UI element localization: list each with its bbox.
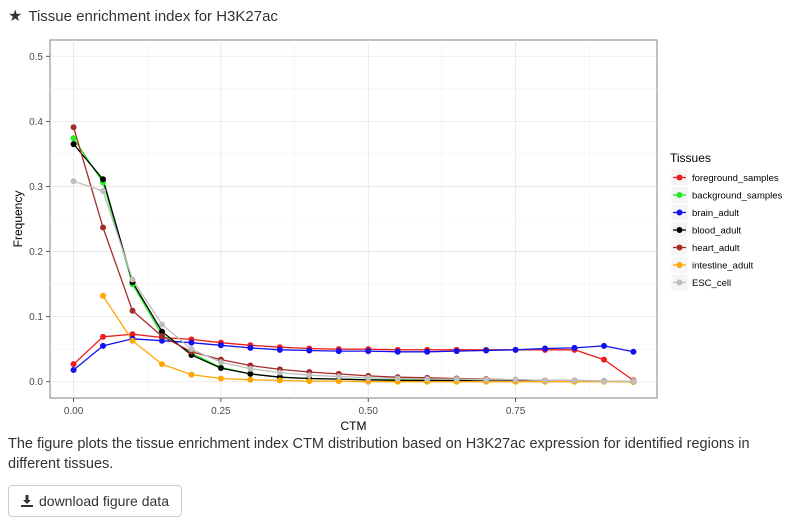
y-tick-label: 0.1 <box>29 312 43 323</box>
data-point-brain_adult <box>424 348 431 355</box>
data-point-ESC_cell <box>335 373 342 380</box>
figure-title: ★ Tissue enrichment index for H3K27ac <box>8 6 278 26</box>
data-point-heart_adult <box>100 224 107 231</box>
y-axis-label: Frequency <box>11 191 25 248</box>
data-point-ESC_cell <box>276 369 283 376</box>
data-point-intestine_adult <box>217 375 224 382</box>
x-tick-label: 0.75 <box>506 406 526 417</box>
data-point-ESC_cell <box>158 321 165 328</box>
data-point-brain_adult <box>600 342 607 349</box>
data-point-foreground_samples <box>70 361 77 368</box>
data-point-foreground_samples <box>600 356 607 363</box>
data-point-brain_adult <box>306 347 313 354</box>
data-point-intestine_adult <box>247 376 254 383</box>
data-point-intestine_adult <box>306 378 313 385</box>
data-point-intestine_adult <box>188 371 195 378</box>
y-tick-label: 0.3 <box>29 182 43 193</box>
data-point-ESC_cell <box>630 378 637 385</box>
y-tick-label: 0.0 <box>29 377 43 388</box>
enrichment-chart: 0.00 0.25 0.50 0.75 0.0 0.1 0.2 0.3 0.4 0.5 CTM Fre… <box>11 39 783 430</box>
figure-title-text: Tissue enrichment index for H3K27ac <box>28 7 278 25</box>
data-point-brain_adult <box>276 346 283 353</box>
data-point-ESC_cell <box>542 377 549 384</box>
legend-key-point <box>676 209 683 216</box>
data-point-ESC_cell <box>188 346 195 353</box>
data-point-ESC_cell <box>600 378 607 385</box>
data-point-brain_adult <box>70 367 77 374</box>
data-point-ESC_cell <box>512 376 519 383</box>
data-point-brain_adult <box>571 344 578 351</box>
y-tick-label: 0.2 <box>29 247 43 258</box>
data-point-intestine_adult <box>158 361 165 368</box>
legend-label-background_samples: background_samples <box>692 191 783 202</box>
legend-key-point <box>676 262 683 268</box>
series-line-ESC_cell <box>73 180 634 382</box>
legend-key-point <box>676 192 683 198</box>
data-point-ESC_cell <box>424 376 431 383</box>
legend-key-point <box>676 174 683 181</box>
data-point-blood_adult <box>247 370 254 377</box>
x-tick-label: 0.50 <box>358 406 378 417</box>
data-point-brain_adult <box>483 347 490 354</box>
x-tick-label: 0.25 <box>211 406 231 417</box>
download-icon <box>21 495 33 507</box>
data-point-brain_adult <box>365 348 372 355</box>
legend-label-foreground_samples: foreground_samples <box>692 173 779 184</box>
data-point-background_samples <box>70 135 77 142</box>
data-point-brain_adult <box>158 337 165 344</box>
data-point-brain_adult <box>542 345 549 352</box>
legend-label-intestine_adult: intestine_adult <box>692 261 754 272</box>
data-point-ESC_cell <box>483 376 490 383</box>
data-point-intestine_adult <box>335 378 342 385</box>
data-point-ESC_cell <box>129 276 136 283</box>
data-point-ESC_cell <box>217 359 224 366</box>
download-figure-data-button[interactable]: download figure data <box>8 485 182 517</box>
data-point-ESC_cell <box>247 365 254 372</box>
data-point-brain_adult <box>100 342 107 349</box>
data-point-blood_adult <box>217 365 224 372</box>
legend-key-point <box>676 227 683 233</box>
download-button-label: download figure data <box>39 493 169 509</box>
data-point-intestine_adult <box>129 337 136 344</box>
data-point-blood_adult <box>100 176 107 183</box>
x-axis-label: CTM <box>341 419 367 430</box>
data-point-ESC_cell <box>100 188 107 195</box>
data-point-blood_adult <box>70 141 77 148</box>
data-point-brain_adult <box>512 346 519 353</box>
legend-title: Tissues <box>670 151 711 165</box>
data-point-ESC_cell <box>306 372 313 379</box>
data-point-brain_adult <box>217 342 224 349</box>
legend-key-point <box>676 279 683 286</box>
data-point-intestine_adult <box>276 377 283 384</box>
star-icon: ★ <box>8 8 23 25</box>
legend-label-blood_adult: blood_adult <box>692 226 741 237</box>
data-point-brain_adult <box>453 348 460 355</box>
data-point-ESC_cell <box>70 178 77 185</box>
legend-label-brain_adult: brain_adult <box>692 208 739 219</box>
y-tick-label: 0.4 <box>29 117 43 128</box>
data-point-brain_adult <box>247 344 254 351</box>
x-tick-label: 0.00 <box>64 406 84 417</box>
data-point-ESC_cell <box>571 377 578 384</box>
data-point-brain_adult <box>394 348 401 355</box>
data-point-intestine_adult <box>100 292 107 299</box>
data-point-heart_adult <box>129 307 136 314</box>
data-point-heart_adult <box>158 333 165 340</box>
data-point-ESC_cell <box>394 375 401 382</box>
data-point-foreground_samples <box>100 333 107 340</box>
y-tick-label: 0.5 <box>29 52 43 63</box>
data-point-heart_adult <box>70 124 77 131</box>
data-point-brain_adult <box>188 339 195 346</box>
legend-key-point <box>676 244 683 251</box>
data-point-brain_adult <box>335 348 342 355</box>
data-point-blood_adult <box>158 328 165 335</box>
legend-label-heart_adult: heart_adult <box>692 243 740 254</box>
figure-caption: The figure plots the tissue enrichment i… <box>8 436 750 472</box>
data-point-ESC_cell <box>365 374 372 381</box>
data-point-foreground_samples <box>129 331 136 338</box>
series-line-brain_adult <box>73 338 634 371</box>
data-point-brain_adult <box>630 348 637 355</box>
legend-label-ESC_cell: ESC_cell <box>692 278 731 289</box>
data-point-ESC_cell <box>453 376 460 383</box>
